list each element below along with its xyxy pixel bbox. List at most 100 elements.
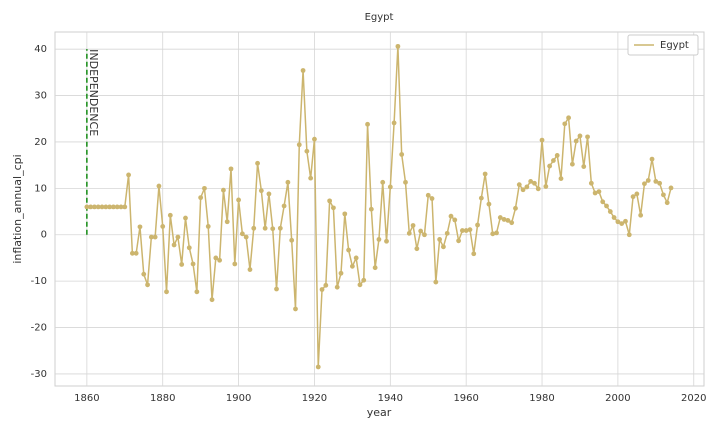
point <box>433 279 439 285</box>
point <box>194 289 200 295</box>
point <box>615 219 621 225</box>
point <box>543 184 549 189</box>
point <box>141 271 147 277</box>
y-tick-label: 40 <box>34 44 47 55</box>
legend-label: Egypt <box>660 40 689 51</box>
point <box>501 217 507 222</box>
point <box>638 212 644 218</box>
point <box>270 226 276 232</box>
point <box>516 182 522 188</box>
point <box>611 215 617 220</box>
point <box>304 148 310 154</box>
point <box>361 277 367 283</box>
point <box>255 160 260 166</box>
point <box>145 282 150 288</box>
point <box>380 179 386 185</box>
point <box>573 138 579 144</box>
point <box>296 142 302 148</box>
point <box>346 247 351 253</box>
point <box>368 206 374 212</box>
point <box>327 198 333 204</box>
point <box>342 211 348 217</box>
y-tick-label: -30 <box>31 369 47 380</box>
point <box>152 234 158 240</box>
point <box>581 164 587 169</box>
point <box>505 217 511 223</box>
point <box>103 204 109 210</box>
point <box>209 297 215 303</box>
point <box>183 215 188 221</box>
point <box>600 199 606 205</box>
x-axis-label: year <box>367 406 392 419</box>
y-tick-label: -20 <box>31 323 47 334</box>
x-tick-label: 2000 <box>605 393 630 404</box>
point <box>418 228 424 234</box>
point <box>323 282 329 288</box>
point <box>202 185 207 191</box>
point <box>558 176 564 182</box>
point <box>577 133 583 139</box>
x-tick-label: 1980 <box>529 393 554 404</box>
point <box>437 236 443 242</box>
point <box>532 180 537 186</box>
point <box>258 188 264 194</box>
point <box>429 196 435 201</box>
point <box>281 203 287 209</box>
point <box>645 178 651 183</box>
point <box>228 166 234 172</box>
point <box>308 175 314 181</box>
point <box>391 120 397 126</box>
point <box>384 238 389 244</box>
point <box>463 228 469 233</box>
point <box>623 218 628 224</box>
point <box>353 255 359 261</box>
point <box>289 237 295 243</box>
point <box>372 265 378 271</box>
point <box>634 191 640 197</box>
point <box>569 161 575 167</box>
point <box>122 204 128 210</box>
point <box>406 230 412 236</box>
point <box>588 180 594 186</box>
point <box>137 224 143 230</box>
point <box>513 205 518 211</box>
point <box>444 230 450 236</box>
point <box>387 184 393 190</box>
point <box>190 261 196 267</box>
point <box>452 217 458 223</box>
point <box>217 257 223 263</box>
point <box>448 213 454 219</box>
x-tick-label: 1960 <box>453 393 478 404</box>
point <box>403 179 408 185</box>
point <box>604 203 609 209</box>
point <box>274 286 279 292</box>
point <box>539 137 545 143</box>
point <box>167 212 173 218</box>
point <box>133 250 139 256</box>
point <box>528 178 534 184</box>
y-tick-label: 10 <box>34 183 47 194</box>
point <box>338 270 344 276</box>
point <box>410 223 416 228</box>
x-tick-label: 1860 <box>74 393 99 404</box>
point <box>668 185 674 191</box>
point <box>478 195 484 201</box>
point <box>649 156 655 162</box>
y-tick-label: 0 <box>41 230 47 241</box>
point <box>626 232 632 238</box>
point <box>524 184 530 190</box>
point <box>664 200 670 206</box>
point <box>251 225 257 231</box>
point <box>285 179 291 185</box>
point <box>95 204 101 210</box>
point <box>92 204 97 210</box>
point <box>277 225 283 231</box>
point <box>619 221 625 227</box>
point <box>319 287 325 292</box>
point <box>236 197 241 203</box>
point <box>653 178 659 184</box>
point <box>126 172 131 178</box>
point <box>657 180 663 186</box>
point <box>607 209 613 214</box>
point <box>312 136 317 142</box>
